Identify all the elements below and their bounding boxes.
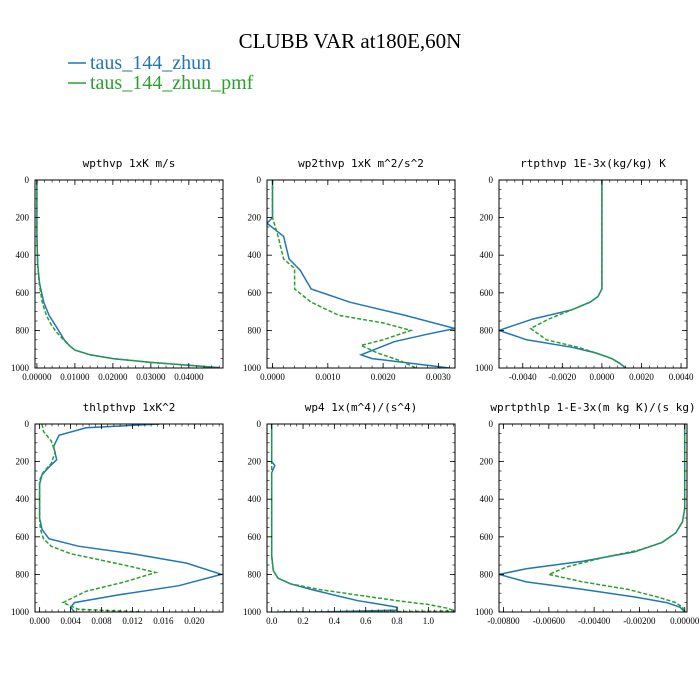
series-line-1 — [36, 180, 220, 368]
y-tick-label: 200 — [480, 457, 494, 467]
plot-frame — [266, 423, 456, 613]
x-tick-label: 1.0 — [423, 616, 435, 626]
y-tick-label: 400 — [248, 494, 262, 504]
x-tick-label: 0.004 — [60, 616, 81, 626]
x-tick-label: 0.6 — [360, 616, 372, 626]
y-tick-label: 400 — [248, 250, 262, 260]
x-tick-label: 0.01000 — [60, 372, 90, 382]
x-tick-label: 0.000 — [30, 616, 51, 626]
y-tick-label: 200 — [480, 213, 494, 223]
y-tick-label: 0 — [489, 175, 494, 185]
panel-title: wp2thvp 1xK m^2/s^2 — [298, 157, 424, 170]
y-tick-label: 1000 — [475, 363, 494, 373]
series-line-2 — [529, 180, 627, 368]
plot-frame — [34, 423, 224, 613]
panel-5: wp4 1x(m^4)/(s^4) 0.0 0.2 0.4 0.6 0.8 1.0 0 200 4… — [243, 401, 456, 626]
x-tick-label: 0.016 — [153, 616, 174, 626]
x-tick-label: 0.0010 — [315, 372, 340, 382]
x-tick-label: -0.00200 — [623, 616, 656, 626]
series-line-1 — [38, 424, 223, 612]
y-tick-label: 0 — [25, 175, 30, 185]
y-tick-label: 0 — [257, 175, 262, 185]
y-tick-label: 0 — [257, 419, 262, 429]
y-tick-label: 1000 — [11, 363, 30, 373]
y-tick-label: 1000 — [11, 607, 30, 617]
y-tick-label: 1000 — [243, 607, 262, 617]
y-tick-label: 800 — [16, 569, 30, 579]
y-tick-label: 200 — [248, 457, 262, 467]
series-line-1 — [267, 180, 455, 368]
plot-frame — [266, 179, 456, 369]
series-line-2 — [38, 424, 159, 612]
y-tick-label: 200 — [248, 213, 262, 223]
x-tick-label: 0.0 — [266, 616, 278, 626]
panel-title: rtpthvp 1E-3x(kg/kg) K — [520, 157, 666, 170]
panel-6: wprtpthlp 1-E-3x(m kg K)/(s kg) -0.00800 -… — [475, 401, 700, 626]
figure-title: CLUBB VAR at180E,60N — [239, 29, 462, 53]
y-tick-label: 800 — [248, 569, 262, 579]
y-tick-label: 1000 — [243, 363, 262, 373]
series-line-2 — [546, 424, 686, 612]
y-tick-label: 800 — [480, 569, 494, 579]
y-tick-label: 200 — [16, 213, 30, 223]
x-tick-label: 0.00000 — [670, 616, 700, 626]
x-tick-label: -0.0040 — [509, 372, 537, 382]
y-tick-label: 400 — [480, 250, 494, 260]
x-tick-label: 0.02000 — [98, 372, 128, 382]
y-tick-label: 0 — [489, 419, 494, 429]
panel-title: wprtpthlp 1-E-3x(m kg K)/(s kg) — [490, 401, 695, 414]
y-tick-label: 600 — [248, 288, 262, 298]
x-tick-label: 0.0030 — [426, 372, 451, 382]
y-tick-label: 600 — [480, 532, 494, 542]
x-tick-label: 0.04000 — [174, 372, 204, 382]
x-tick-label: 0.008 — [91, 616, 112, 626]
x-tick-label: 0.0040 — [669, 372, 694, 382]
panel-4: thlpthvp 1xK^2 0.000 0.004 0.008 0.012 0.016 0… — [11, 401, 224, 626]
panel-1: wpthvp 1xK m/s 0.00000 0.01000 0.02000 0.030… — [11, 157, 224, 382]
series-line-2 — [271, 180, 417, 368]
y-tick-label: 600 — [16, 288, 30, 298]
y-tick-label: 0 — [25, 419, 30, 429]
y-tick-label: 800 — [16, 325, 30, 335]
legend: taus_144_zhun taus_144_zhun_pmf — [68, 52, 254, 94]
y-tick-label: 200 — [16, 457, 30, 467]
y-tick-label: 400 — [480, 494, 494, 504]
y-tick-label: 800 — [248, 325, 262, 335]
panel-grid: wpthvp 1xK m/s0.00000 0.01000 0.02000 0.030… — [11, 157, 700, 626]
panel-title: wp4 1x(m^4)/(s^4) — [305, 401, 418, 414]
panel-title: thlpthvp 1xK^2 — [83, 401, 176, 414]
x-tick-label: 0.020 — [184, 616, 205, 626]
y-tick-label: 400 — [16, 250, 30, 260]
x-tick-label: 0.4 — [329, 616, 341, 626]
y-tick-label: 400 — [16, 494, 30, 504]
y-tick-label: 600 — [248, 532, 262, 542]
y-tick-label: 600 — [16, 532, 30, 542]
x-tick-label: 0.03000 — [136, 372, 166, 382]
x-tick-label: 0.0000 — [590, 372, 615, 382]
y-tick-label: 1000 — [475, 607, 494, 617]
x-tick-label: -0.00400 — [578, 616, 611, 626]
x-tick-label: 0.8 — [391, 616, 403, 626]
x-tick-label: -0.00800 — [487, 616, 520, 626]
x-tick-label: -0.0020 — [548, 372, 576, 382]
legend-label-2: taus_144_zhun_pmf — [90, 72, 254, 94]
x-tick-label: 0.0020 — [371, 372, 396, 382]
legend-label-1: taus_144_zhun — [90, 52, 211, 74]
x-tick-label: 0.012 — [122, 616, 142, 626]
series-line-1 — [499, 180, 627, 368]
panel-3: rtpthvp 1E-3x(kg/kg) K -0.0040 -0.0020 0.00… — [475, 157, 694, 382]
panel-2: wp2thvp 1xK m^2/s^2 0.0000 0.0010 0.0020 0.0… — [243, 157, 456, 382]
x-tick-label: 0.0000 — [260, 372, 285, 382]
series-line-2 — [270, 424, 455, 612]
y-tick-label: 600 — [480, 288, 494, 298]
x-tick-label: 0.00000 — [22, 372, 52, 382]
x-tick-label: 0.2 — [297, 616, 308, 626]
x-tick-label: 0.0020 — [629, 372, 654, 382]
x-tick-label: -0.00600 — [533, 616, 566, 626]
plot-frame — [34, 179, 224, 369]
panel-title: wpthvp 1xK m/s — [83, 157, 176, 170]
y-tick-label: 800 — [480, 325, 494, 335]
